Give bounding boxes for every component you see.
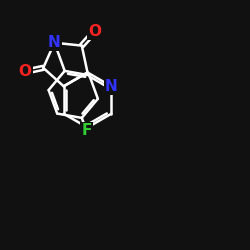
Text: N: N: [48, 35, 61, 50]
Text: F: F: [81, 123, 92, 138]
Text: O: O: [88, 24, 101, 39]
Text: N: N: [105, 79, 118, 94]
Text: O: O: [18, 64, 32, 79]
